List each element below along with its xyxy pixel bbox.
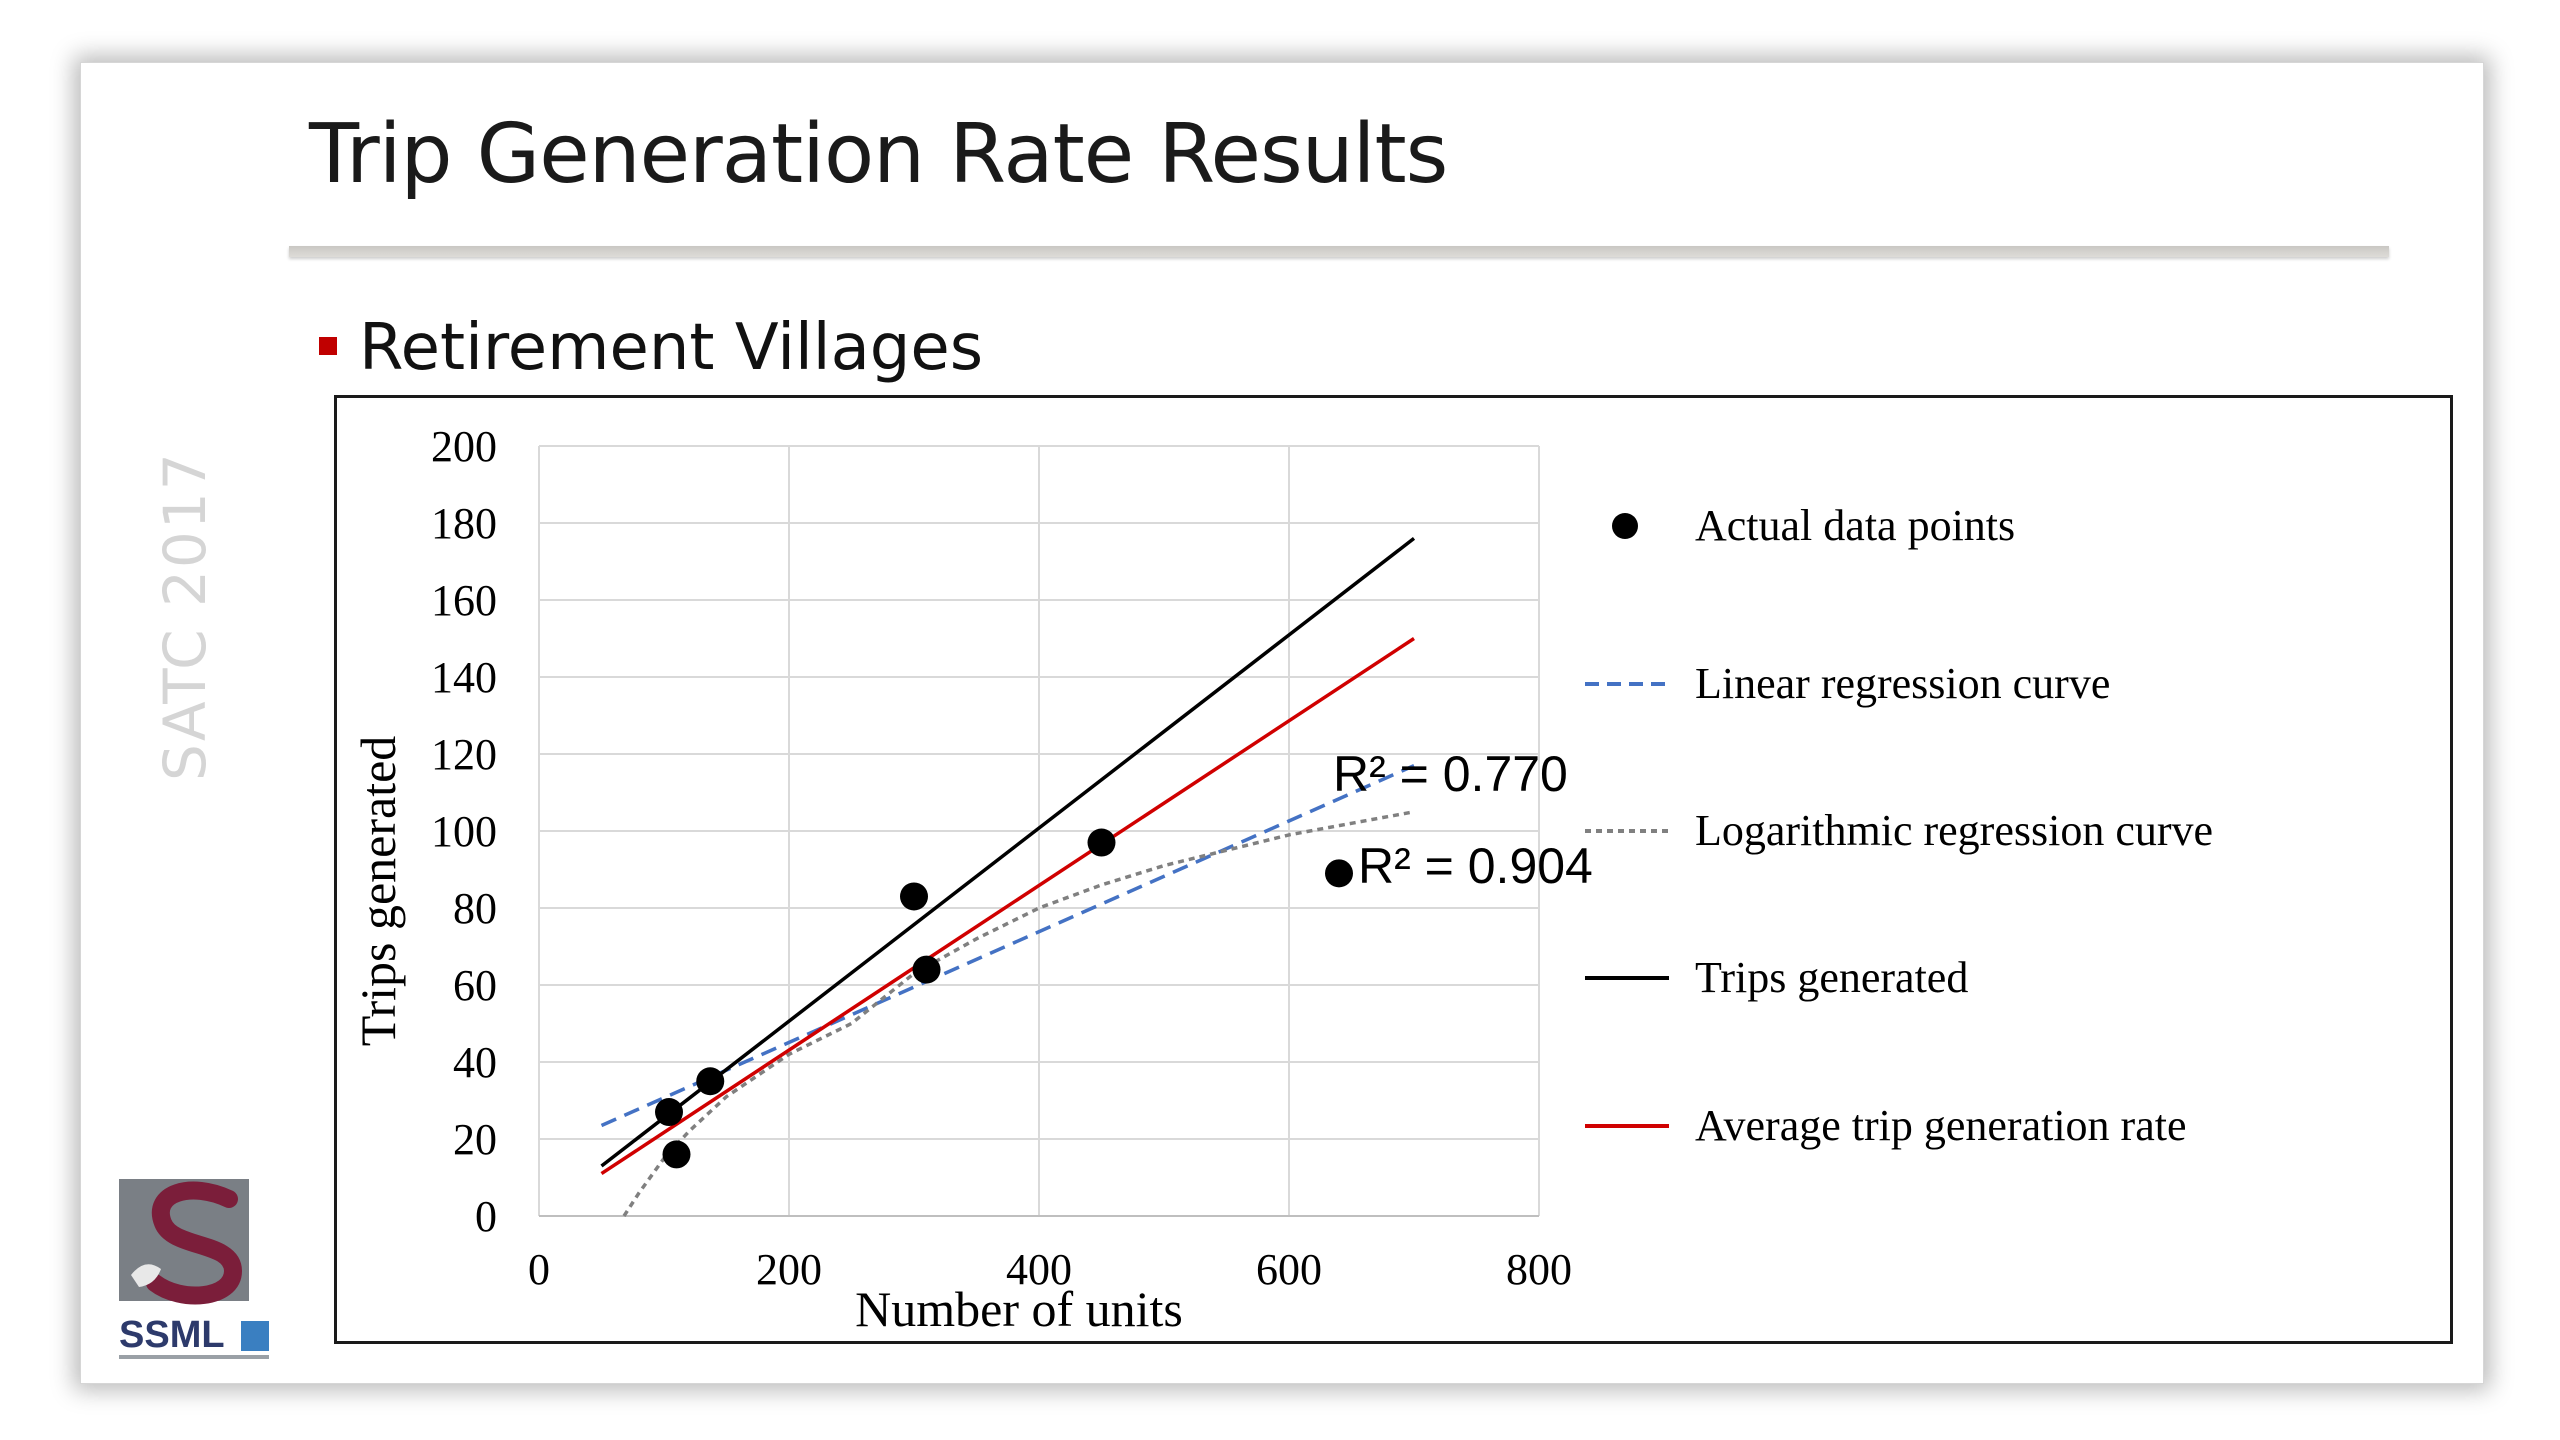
y-tick-label: 140: [431, 653, 497, 702]
chart: 0 20 40 60 80 100 120 140 160 180 200 0 200 400 600 800…: [334, 395, 2453, 1344]
legend-label-average: Average trip generation rate: [1695, 1101, 2187, 1150]
data-point: [1325, 859, 1353, 888]
chart-legend: Actual data points Linear regression cur…: [1585, 398, 2456, 1347]
r2-annotation-linear: R² = 0.770: [1333, 745, 1568, 802]
y-tick-label: 60: [453, 961, 497, 1010]
legend-label-log: Logarithmic regression curve: [1695, 806, 2214, 855]
logo-text: SSML: [119, 1314, 225, 1356]
slide-title: Trip Generation Rate Results: [309, 107, 1448, 202]
r2-annotation-log: R² = 0.904: [1358, 838, 1593, 895]
x-tick-label: 400: [1006, 1245, 1072, 1294]
ssml-logo: SSML: [111, 1179, 291, 1383]
bullet-marker: [319, 337, 337, 355]
y-tick-label: 20: [453, 1115, 497, 1164]
series-linear-regression: [600, 763, 1415, 1128]
data-point: [912, 955, 941, 984]
legend-dashed-line-icon: [1585, 682, 1669, 686]
data-point: [696, 1067, 725, 1096]
y-tick-label: 80: [453, 884, 497, 933]
x-tick-label: 0: [528, 1245, 550, 1294]
y-tick-label: 100: [431, 807, 497, 856]
series-log-regression: [622, 810, 1415, 1217]
y-tick-label: 200: [431, 422, 497, 471]
data-point: [1087, 828, 1116, 857]
data-point: [655, 1098, 683, 1127]
y-tick-label: 40: [453, 1038, 497, 1087]
data-point: [900, 882, 928, 911]
x-tick-label: 600: [1256, 1245, 1322, 1294]
legend-label-trips: Trips generated: [1695, 953, 1969, 1002]
legend-solid-line-icon: [1585, 976, 1669, 980]
x-axis-title: Number of units: [855, 1281, 1183, 1337]
slide: Trip Generation Rate Results Retirement …: [80, 62, 2484, 1384]
chart-plot: 0 20 40 60 80 100 120 140 160 180 200 0 200 400 600 800…: [350, 422, 1572, 1337]
series-trips-generated: [600, 537, 1416, 1168]
y-tick-label: 180: [431, 499, 497, 548]
legend-dotted-line-icon: [1585, 829, 1669, 833]
legend-dot-icon: [1612, 513, 1638, 539]
x-tick-label: 800: [1506, 1245, 1572, 1294]
legend-label-actual: Actual data points: [1695, 501, 2016, 550]
series-average-rate: [600, 637, 1415, 1176]
y-tick-label: 120: [431, 730, 497, 779]
conference-watermark: SATC 2017: [151, 451, 219, 781]
title-divider: [289, 246, 2389, 257]
legend-red-line-icon: [1585, 1124, 1669, 1128]
legend-label-linear: Linear regression curve: [1695, 659, 2111, 708]
x-tick-label: 200: [756, 1245, 822, 1294]
y-tick-label: 0: [475, 1192, 497, 1241]
y-axis-title: Trips generated: [350, 736, 406, 1047]
bullet-heading: Retirement Villages: [359, 311, 984, 385]
data-point: [662, 1140, 691, 1169]
y-tick-label: 160: [431, 576, 497, 625]
